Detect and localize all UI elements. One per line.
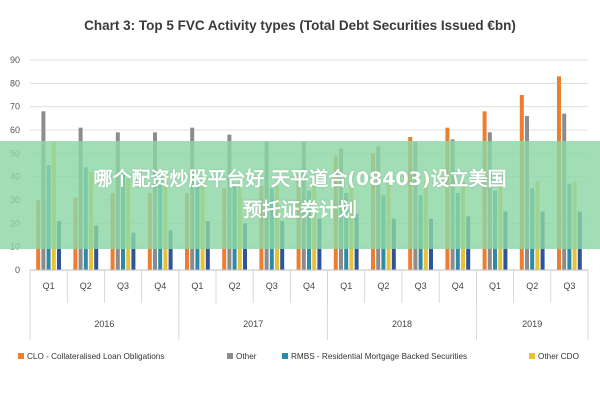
legend-swatch bbox=[227, 353, 233, 359]
x-tick-label: Q2 bbox=[80, 281, 92, 291]
x-tick-label: Q4 bbox=[452, 281, 464, 291]
year-label: 2016 bbox=[94, 319, 114, 329]
legend: CLO - Collateralised Loan Obligations Oth… bbox=[18, 352, 579, 361]
chart-title: Chart 3: Top 5 FVC Activity types (Total… bbox=[84, 18, 516, 33]
year-label: 2017 bbox=[243, 319, 263, 329]
bar-abcp bbox=[168, 230, 173, 270]
legend-label: RMBS - Residential Mortgage Backed Secur… bbox=[291, 352, 467, 361]
y-tick-label: 60 bbox=[10, 125, 20, 135]
x-tick-label: Q3 bbox=[415, 281, 427, 291]
legend-label: Other CDO bbox=[538, 352, 579, 361]
legend-swatch bbox=[282, 353, 288, 359]
x-axis: Q1 Q2 Q3 Q4 Q1 Q2 Q3 Q4 Q1 Q2 Q3 Q4 Q1 Q2 Q3 2016 2017 20… bbox=[29, 269, 589, 340]
y-tick-label: 80 bbox=[10, 78, 20, 88]
overlay-headline[interactable]: 哪个配资炒股平台好 天平道合(08403)设立美国 预托证券计划 bbox=[15, 164, 585, 226]
year-label: 2018 bbox=[392, 319, 412, 329]
overlay-banner[interactable]: 哪个配资炒股平台好 天平道合(08403)设立美国 预托证券计划 bbox=[0, 141, 600, 249]
overlay-line-2[interactable]: 预托证券计划 bbox=[242, 199, 357, 221]
overlay-line-1[interactable]: 哪个配资炒股平台好 天平道合(08403)设立美国 bbox=[93, 168, 507, 190]
x-tick-label: Q1 bbox=[43, 281, 55, 291]
x-tick-label: Q3 bbox=[563, 281, 575, 291]
x-tick-label: Q2 bbox=[229, 281, 241, 291]
x-tick-label: Q3 bbox=[266, 281, 278, 291]
legend-swatch bbox=[529, 353, 535, 359]
legend-label: Other bbox=[236, 352, 257, 361]
x-tick-label: Q4 bbox=[303, 281, 315, 291]
bar-abcp bbox=[131, 232, 136, 270]
y-tick-label: 90 bbox=[10, 55, 20, 65]
legend-swatch bbox=[18, 353, 24, 359]
year-label: 2019 bbox=[522, 319, 542, 329]
x-tick-label: Q1 bbox=[340, 281, 352, 291]
y-tick-label: 70 bbox=[10, 102, 20, 112]
x-tick-label: Q2 bbox=[526, 281, 538, 291]
x-tick-label: Q3 bbox=[117, 281, 129, 291]
y-tick-label: 0 bbox=[15, 265, 20, 275]
x-tick-label: Q1 bbox=[191, 281, 203, 291]
x-tick-label: Q1 bbox=[489, 281, 501, 291]
x-tick-label: Q2 bbox=[377, 281, 389, 291]
legend-label: CLO - Collateralised Loan Obligations bbox=[27, 352, 164, 361]
x-tick-label: Q4 bbox=[154, 281, 166, 291]
